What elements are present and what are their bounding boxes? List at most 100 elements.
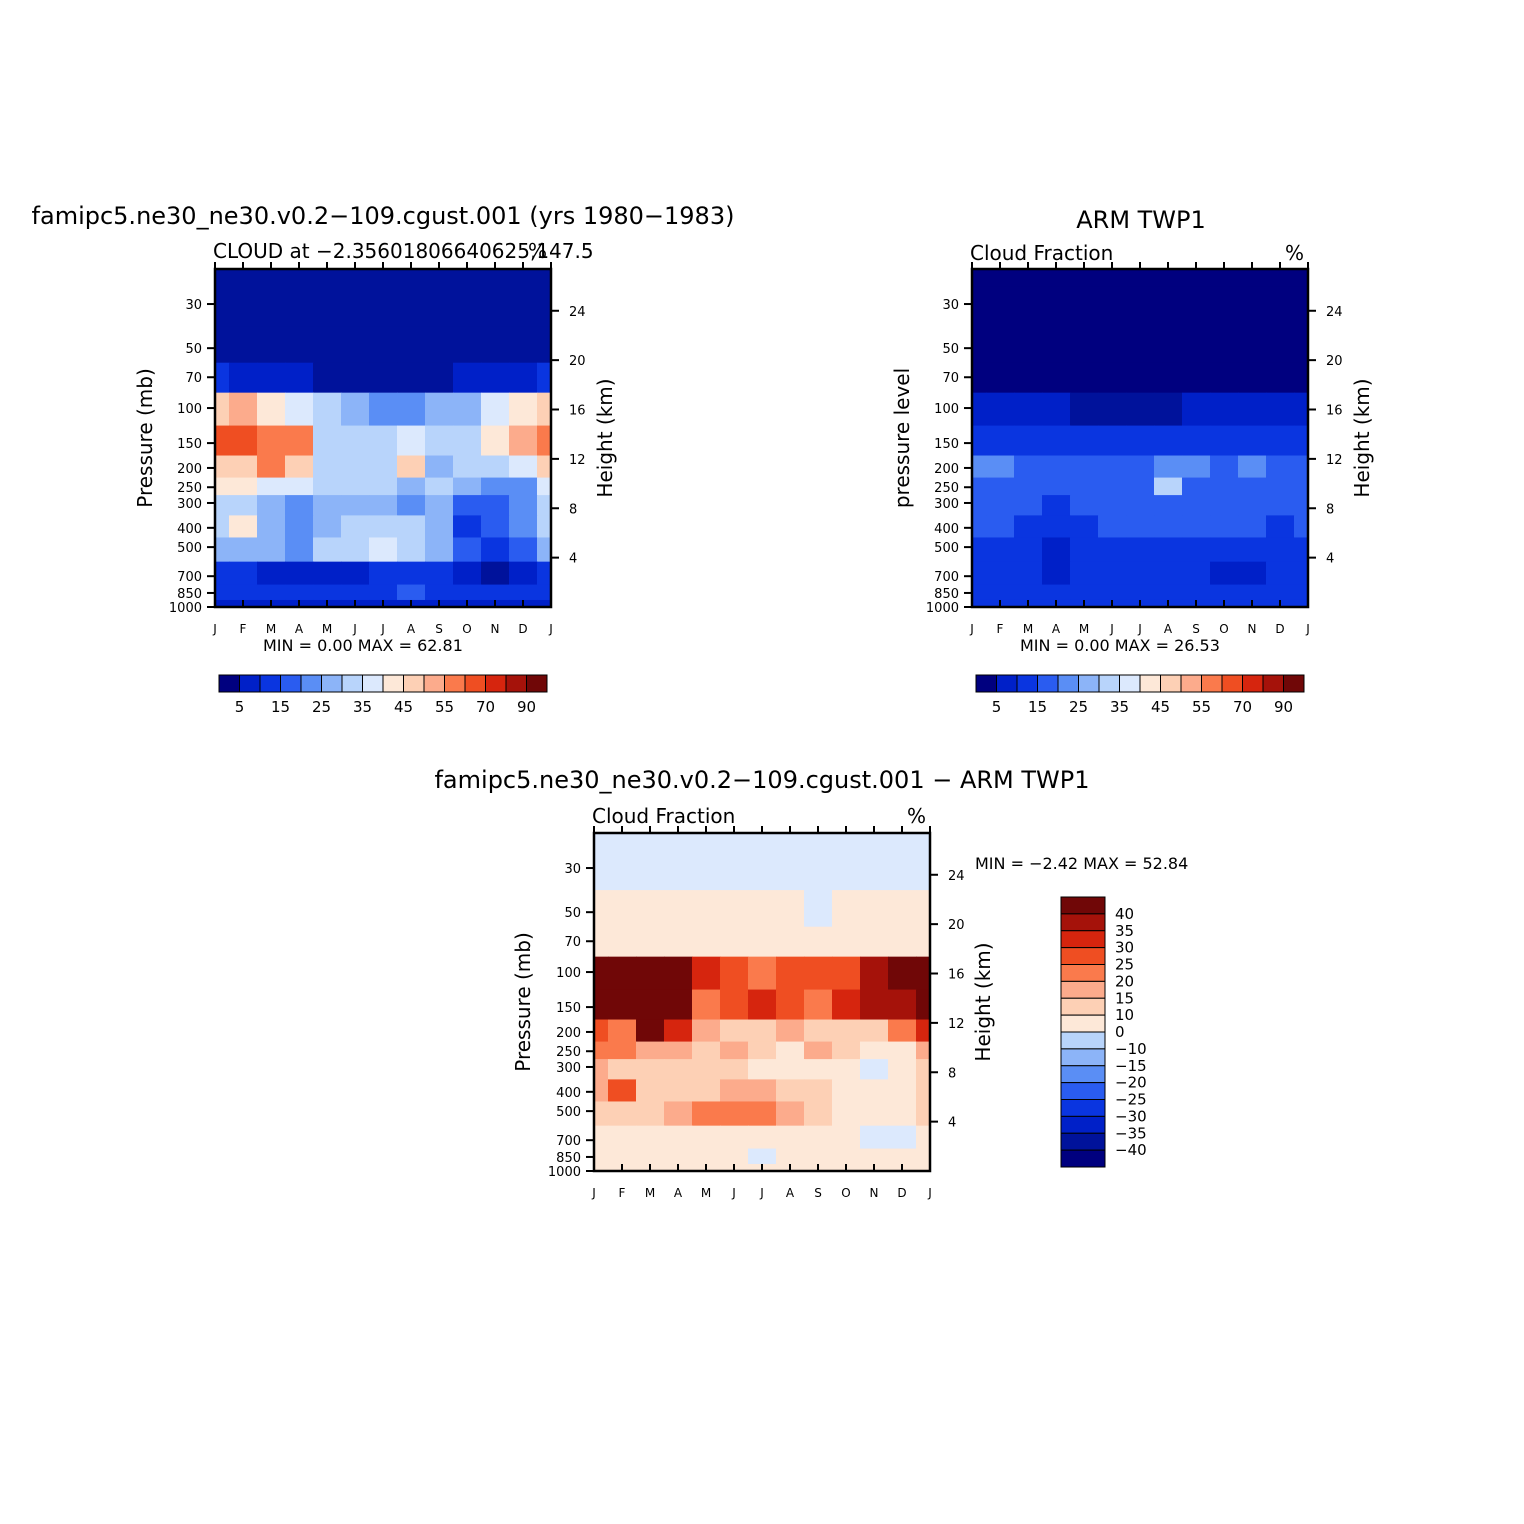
heatmap-cell bbox=[1014, 286, 1043, 327]
heatmap-cell bbox=[1154, 326, 1183, 364]
heatmap-cell bbox=[509, 286, 538, 327]
heatmap-cell bbox=[257, 286, 286, 327]
heatmap-cell bbox=[285, 515, 314, 539]
heatmap-cell bbox=[1182, 515, 1211, 539]
heatmap-cell bbox=[1210, 477, 1239, 496]
heatmap-cell bbox=[1126, 495, 1155, 516]
heatmap-cell bbox=[285, 326, 314, 364]
heatmap-cell bbox=[537, 455, 552, 479]
heatmap-cell bbox=[1210, 495, 1239, 516]
heatmap-cell bbox=[509, 515, 538, 539]
heatmap-cell bbox=[832, 1125, 861, 1150]
y2-tick-label: 8 bbox=[948, 1066, 956, 1081]
heatmap-cell bbox=[481, 392, 510, 427]
heatmap-cell bbox=[888, 1101, 917, 1127]
heatmap-cell bbox=[1210, 326, 1239, 364]
min-max-text: MIN = 0.00 MAX = 62.81 bbox=[263, 636, 463, 655]
heatmap-cell bbox=[636, 1041, 665, 1060]
heatmap-cell bbox=[720, 1125, 749, 1150]
heatmap-cell bbox=[692, 1019, 721, 1043]
heatmap-cell bbox=[888, 1019, 917, 1043]
colorbar-box bbox=[1060, 913, 1106, 932]
colorbar-box bbox=[1060, 1014, 1106, 1033]
heatmap-cell bbox=[1070, 326, 1099, 364]
y-tick-label: 100 bbox=[177, 402, 202, 417]
heatmap-cell bbox=[341, 455, 370, 479]
heatmap-cell bbox=[972, 515, 987, 539]
heatmap-cell bbox=[1042, 269, 1071, 288]
y-tick-label: 1000 bbox=[169, 601, 202, 616]
heatmap-cell bbox=[594, 1101, 609, 1127]
heatmap-cell bbox=[776, 1125, 805, 1150]
y2-tick-label: 24 bbox=[569, 305, 586, 320]
heatmap-cell bbox=[804, 850, 833, 891]
heatmap-cell bbox=[1154, 286, 1183, 327]
x-tick-label: J bbox=[212, 622, 217, 636]
heatmap-cell bbox=[1098, 515, 1127, 539]
heatmap-cell bbox=[1014, 455, 1043, 479]
heatmap-cell bbox=[860, 1059, 889, 1080]
y2-tick-label: 20 bbox=[569, 354, 586, 369]
colorbar-box bbox=[280, 674, 302, 693]
y-tick-label: 70 bbox=[564, 935, 581, 950]
y2-tick-label: 12 bbox=[948, 1017, 965, 1032]
heatmap-cell bbox=[972, 477, 987, 496]
heatmap-cell bbox=[397, 269, 426, 288]
x-tick-label: A bbox=[1052, 622, 1061, 636]
heatmap-cell bbox=[594, 926, 609, 958]
heatmap-cell bbox=[453, 425, 482, 457]
heatmap-cell bbox=[608, 1148, 637, 1165]
heatmap-cell bbox=[692, 1059, 721, 1080]
heatmap-cell bbox=[832, 833, 861, 852]
heatmap-cell bbox=[916, 926, 931, 958]
heatmap-cell bbox=[1098, 425, 1127, 457]
heatmap-cell bbox=[664, 1148, 693, 1165]
heatmap-cell bbox=[916, 1148, 931, 1165]
heatmap-cell bbox=[804, 890, 833, 928]
heatmap-cell bbox=[1098, 477, 1127, 496]
colorbar-label: −40 bbox=[1115, 1141, 1147, 1159]
heatmap-cell bbox=[229, 515, 258, 539]
heatmap-cell bbox=[1126, 286, 1155, 327]
heatmap-cell bbox=[285, 392, 314, 427]
heatmap-cell bbox=[453, 584, 482, 601]
heatmap-cell bbox=[916, 890, 931, 928]
heatmap-cell bbox=[313, 286, 342, 327]
heatmap-cell bbox=[776, 1041, 805, 1060]
y2-axis-label: Height (km) bbox=[971, 942, 995, 1061]
heatmap-cell bbox=[537, 537, 552, 563]
heatmap-cell bbox=[1098, 392, 1127, 427]
heatmap-cell bbox=[692, 926, 721, 958]
y2-tick-label: 20 bbox=[948, 918, 965, 933]
colorbar-box bbox=[321, 674, 343, 693]
heatmap-cell bbox=[986, 515, 1015, 539]
colorbar-label: 25 bbox=[1069, 698, 1088, 716]
heatmap-cell bbox=[664, 833, 693, 852]
heatmap-cell bbox=[397, 326, 426, 364]
colorbar-label: 10 bbox=[1115, 1006, 1134, 1024]
y-tick-label: 400 bbox=[177, 522, 202, 537]
heatmap-cell bbox=[692, 956, 721, 991]
heatmap-cell bbox=[229, 392, 258, 427]
heatmap-cell bbox=[1042, 477, 1071, 496]
heatmap-cell bbox=[1210, 515, 1239, 539]
heatmap-cell bbox=[664, 1079, 693, 1103]
heatmap-cell bbox=[692, 1125, 721, 1150]
heatmap-cell bbox=[888, 1125, 917, 1150]
heatmap-cell bbox=[608, 1041, 637, 1060]
heatmap-cell bbox=[720, 1101, 749, 1127]
heatmap-cell bbox=[804, 1059, 833, 1080]
colorbar-box bbox=[1201, 674, 1223, 693]
heatmap-cell bbox=[229, 455, 258, 479]
heatmap-cell bbox=[257, 269, 286, 288]
heatmap-cell bbox=[916, 1079, 931, 1103]
colorbar-box bbox=[1221, 674, 1243, 693]
y2-tick-label: 12 bbox=[569, 453, 586, 468]
heatmap-cell bbox=[1014, 537, 1043, 563]
y-tick-label: 70 bbox=[185, 371, 202, 386]
heatmap-cell bbox=[369, 392, 398, 427]
heatmap-cell bbox=[720, 850, 749, 891]
chart-subtitle: Cloud Fraction bbox=[592, 804, 735, 828]
heatmap-cell bbox=[215, 515, 230, 539]
colorbar-box bbox=[1119, 674, 1141, 693]
